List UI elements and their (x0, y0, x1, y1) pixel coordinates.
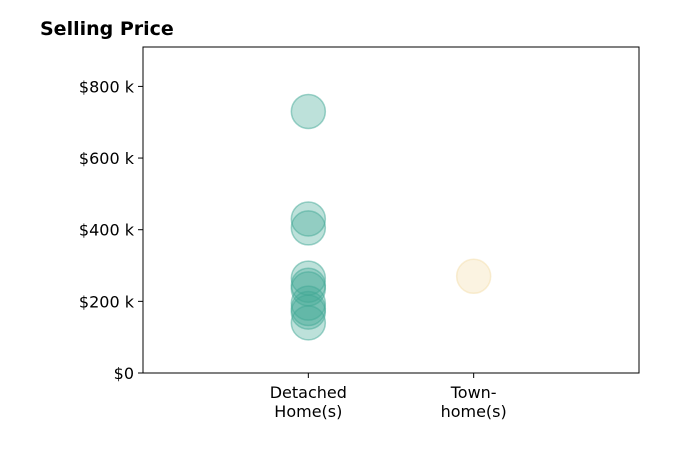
chart-title: Selling Price (40, 18, 174, 40)
plot-frame (142, 46, 640, 374)
y-tick-label-2: $400 k (79, 221, 135, 240)
data-point-0-9 (290, 305, 327, 341)
data-point-0-2 (290, 210, 327, 246)
y-tick-label-0: $0 (114, 364, 134, 383)
x-tick-label-1-0: Town- (450, 383, 497, 402)
x-tick-label-0-0: Detached (270, 383, 347, 402)
data-points (290, 93, 492, 341)
y-axis: $0 $200 k $400 k $600 k $800 k (79, 77, 143, 383)
data-point-0-6 (290, 285, 327, 321)
x-tick-label-0-1: Home(s) (274, 402, 342, 421)
data-point-0-1 (290, 201, 327, 237)
y-tick-label-3: $600 k (79, 149, 135, 168)
y-tick-label-1: $200 k (79, 292, 135, 311)
data-point-1-0 (455, 258, 492, 295)
data-point-0-0 (290, 93, 327, 130)
data-point-0-8 (290, 294, 327, 330)
x-tick-label-1-1: home(s) (441, 402, 507, 421)
y-tick-label-4: $800 k (79, 77, 135, 96)
